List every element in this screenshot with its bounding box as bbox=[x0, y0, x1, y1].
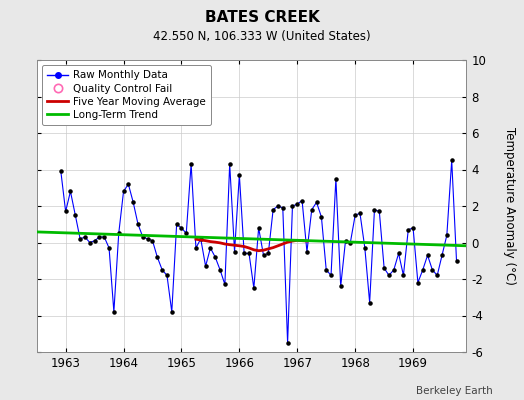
Point bbox=[211, 254, 220, 260]
Point bbox=[192, 245, 200, 251]
Point bbox=[399, 272, 408, 278]
Point bbox=[283, 340, 292, 346]
Point bbox=[57, 168, 65, 174]
Point bbox=[153, 254, 161, 260]
Point bbox=[119, 188, 128, 195]
Point bbox=[66, 188, 74, 195]
Text: Berkeley Earth: Berkeley Earth bbox=[416, 386, 493, 396]
Point bbox=[327, 272, 335, 278]
Point bbox=[71, 212, 80, 218]
Point bbox=[129, 199, 137, 206]
Point bbox=[298, 197, 306, 204]
Point bbox=[361, 245, 369, 251]
Point bbox=[158, 267, 166, 273]
Point bbox=[336, 283, 345, 290]
Point bbox=[124, 181, 133, 187]
Point bbox=[404, 226, 412, 233]
Point bbox=[240, 250, 248, 257]
Point bbox=[148, 238, 157, 244]
Point bbox=[293, 201, 301, 207]
Point bbox=[144, 236, 152, 242]
Point bbox=[375, 208, 384, 215]
Point bbox=[235, 172, 244, 178]
Point bbox=[423, 252, 432, 258]
Point bbox=[428, 267, 436, 273]
Point bbox=[259, 252, 268, 258]
Point bbox=[433, 272, 441, 278]
Point bbox=[95, 234, 104, 240]
Point bbox=[380, 265, 388, 271]
Point bbox=[447, 157, 456, 164]
Point bbox=[264, 250, 272, 257]
Point bbox=[168, 309, 176, 315]
Point bbox=[317, 214, 325, 220]
Point bbox=[346, 239, 355, 246]
Point bbox=[225, 161, 234, 167]
Point bbox=[110, 309, 118, 315]
Point bbox=[177, 225, 185, 231]
Point bbox=[115, 230, 123, 236]
Point bbox=[100, 234, 108, 240]
Point bbox=[308, 206, 316, 213]
Y-axis label: Temperature Anomaly (°C): Temperature Anomaly (°C) bbox=[503, 127, 516, 285]
Point bbox=[274, 203, 282, 209]
Point bbox=[76, 236, 84, 242]
Point bbox=[245, 250, 253, 257]
Point bbox=[341, 238, 350, 244]
Legend: Raw Monthly Data, Quality Control Fail, Five Year Moving Average, Long-Term Tren: Raw Monthly Data, Quality Control Fail, … bbox=[42, 65, 211, 125]
Point bbox=[395, 250, 403, 257]
Point bbox=[385, 272, 393, 278]
Point bbox=[303, 248, 311, 255]
Point bbox=[221, 281, 229, 288]
Point bbox=[351, 212, 359, 218]
Point bbox=[312, 199, 321, 206]
Point bbox=[452, 258, 461, 264]
Point bbox=[438, 252, 446, 258]
Point bbox=[279, 205, 287, 211]
Point bbox=[231, 248, 239, 255]
Point bbox=[139, 234, 147, 240]
Point bbox=[206, 245, 215, 251]
Point bbox=[81, 234, 89, 240]
Point bbox=[365, 300, 374, 306]
Point bbox=[163, 272, 171, 278]
Point bbox=[61, 208, 70, 215]
Point bbox=[255, 225, 263, 231]
Point bbox=[91, 238, 99, 244]
Point bbox=[414, 280, 422, 286]
Text: 42.550 N, 106.333 W (United States): 42.550 N, 106.333 W (United States) bbox=[153, 30, 371, 43]
Point bbox=[187, 161, 195, 167]
Point bbox=[390, 267, 398, 273]
Point bbox=[182, 230, 190, 236]
Point bbox=[201, 263, 210, 270]
Point bbox=[322, 267, 331, 273]
Text: BATES CREEK: BATES CREEK bbox=[205, 10, 319, 25]
Point bbox=[134, 221, 142, 228]
Point bbox=[356, 210, 364, 216]
Point bbox=[105, 245, 113, 251]
Point bbox=[409, 225, 417, 231]
Point bbox=[332, 176, 340, 182]
Point bbox=[269, 206, 277, 213]
Point bbox=[370, 206, 379, 213]
Point bbox=[443, 232, 451, 238]
Point bbox=[216, 267, 224, 273]
Point bbox=[85, 239, 94, 246]
Point bbox=[249, 285, 258, 291]
Point bbox=[172, 221, 181, 228]
Point bbox=[419, 267, 427, 273]
Point bbox=[196, 236, 205, 242]
Point bbox=[288, 203, 297, 209]
